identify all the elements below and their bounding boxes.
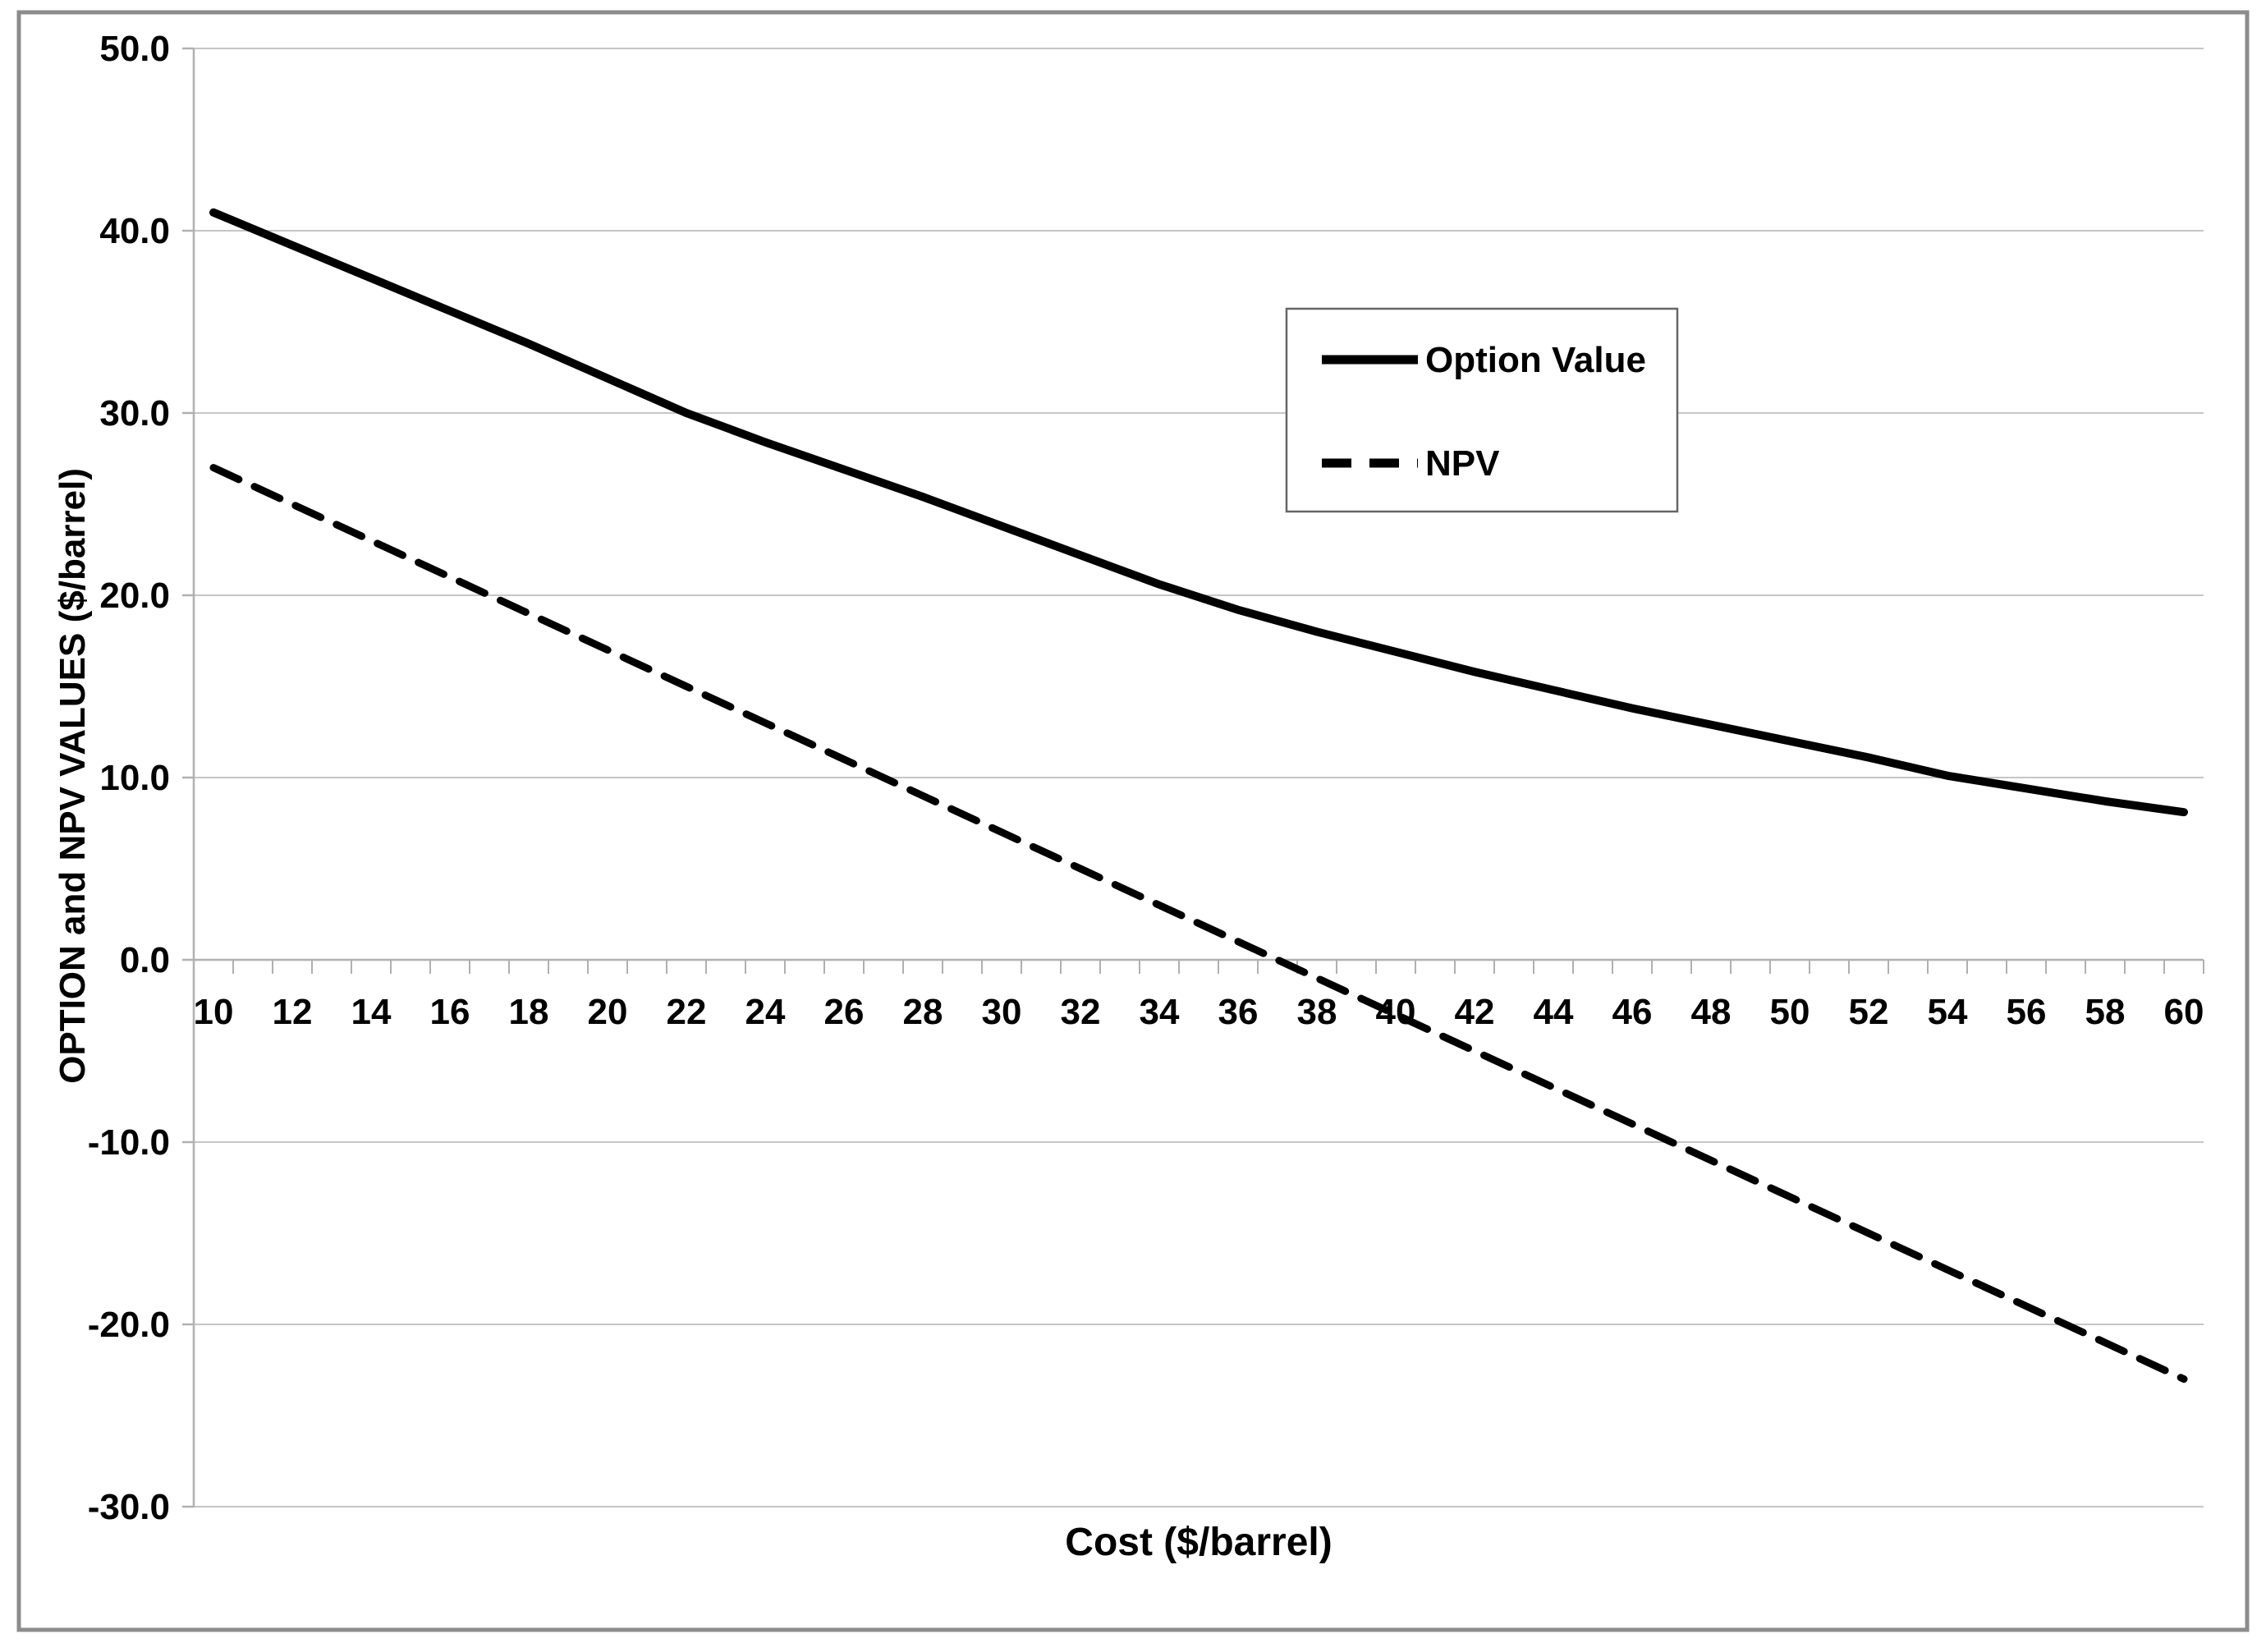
x-tick-label: 50 xyxy=(1770,992,1810,1032)
y-tick-label: 20.0 xyxy=(99,576,170,616)
x-tick-label: 56 xyxy=(2007,992,2047,1032)
x-tick-label: 52 xyxy=(1849,992,1889,1032)
y-tick-label: -10.0 xyxy=(88,1122,170,1163)
series-lines xyxy=(209,208,2188,1384)
x-tick-label: 34 xyxy=(1140,992,1180,1032)
series-line-npv xyxy=(209,464,2188,1384)
y-tick-label: -20.0 xyxy=(88,1305,170,1345)
legend-label-npv: NPV xyxy=(1425,443,1500,484)
x-tick-label: 18 xyxy=(509,992,549,1032)
x-tick-marks xyxy=(193,960,2204,974)
x-tick-label: 30 xyxy=(982,992,1022,1032)
x-tick-label: 26 xyxy=(824,992,865,1032)
x-tick-label: 28 xyxy=(903,992,943,1032)
x-tick-label: 54 xyxy=(1928,992,1968,1032)
gridlines xyxy=(194,48,2204,1507)
x-axis-title: Cost ($/barrel) xyxy=(1065,1521,1332,1564)
x-tick-label: 12 xyxy=(273,992,313,1032)
x-tick-labels: 10 12 14 16 18 20 22 24 26 28 30 32 34 36 38 40 42 44 46 48… xyxy=(194,992,2204,1032)
y-tick-label: 30.0 xyxy=(99,393,170,434)
x-tick-label: 32 xyxy=(1061,992,1101,1032)
y-tick-label: 10.0 xyxy=(99,758,170,798)
chart-outer-border xyxy=(16,10,2250,1632)
legend-box xyxy=(1285,307,1679,513)
x-tick-label: 10 xyxy=(194,992,234,1032)
y-tick-label: -30.0 xyxy=(88,1487,170,1527)
x-tick-label: 44 xyxy=(1534,992,1574,1032)
series-line-option-value xyxy=(209,208,2188,817)
x-tick-label: 22 xyxy=(667,992,707,1032)
legend: Option Value NPV xyxy=(1285,307,1679,513)
x-tick-label: 60 xyxy=(2164,992,2204,1032)
x-tick-label: 20 xyxy=(588,992,628,1032)
y-tick-label: 50.0 xyxy=(99,29,170,69)
y-tick-label: 0.0 xyxy=(120,940,170,980)
x-tick-label: 58 xyxy=(2085,992,2126,1032)
legend-label-option-value: Option Value xyxy=(1425,340,1646,380)
x-tick-label: 38 xyxy=(1297,992,1337,1032)
x-tick-label: 48 xyxy=(1691,992,1732,1032)
x-tick-label: 16 xyxy=(430,992,470,1032)
x-tick-label: 46 xyxy=(1612,992,1653,1032)
x-tick-label: 36 xyxy=(1218,992,1259,1032)
axis-lines xyxy=(182,47,195,1508)
x-tick-label: 24 xyxy=(745,992,786,1032)
y-tick-labels: 50.0 40.0 30.0 20.0 10.0 0.0 -10.0 -20.0 -30.0 xyxy=(88,29,170,1527)
x-tick-label: 14 xyxy=(351,992,392,1032)
x-tick-label: 42 xyxy=(1455,992,1495,1032)
y-tick-label: 40.0 xyxy=(99,211,170,251)
y-axis-title: OPTION and NPV VALUES ($/barrel) xyxy=(53,468,93,1084)
